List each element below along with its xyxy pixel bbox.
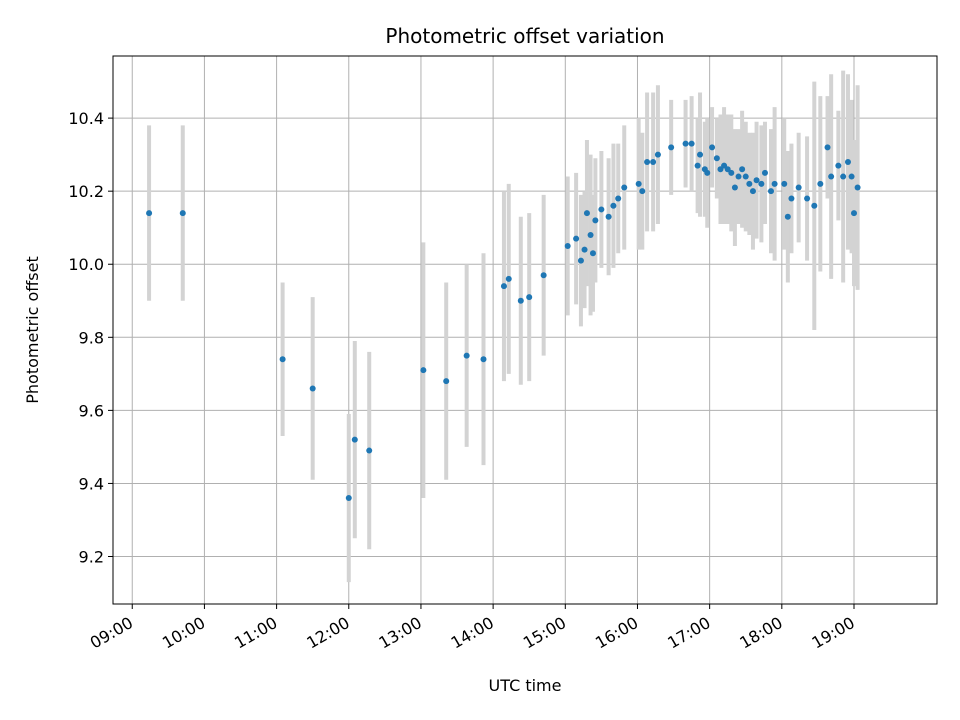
y-tick-label: 9.6 [79,401,104,420]
data-point [709,144,716,151]
data-point [746,180,753,187]
data-point [650,158,657,165]
chart-title: Photometric offset variation [385,24,664,48]
data-point [615,195,622,202]
data-point [788,195,795,202]
data-point [739,166,746,173]
data-point [767,188,774,195]
data-point [179,210,186,217]
data-point [728,169,735,176]
data-point [583,210,590,217]
data-point [517,297,524,304]
data-point [694,162,701,169]
x-axis-label: UTC time [489,676,562,695]
data-point [592,217,599,224]
data-point [753,177,760,184]
data-point [577,257,584,264]
data-point [505,275,512,282]
data-point [850,210,857,217]
plot-frame [112,55,938,605]
data-point [463,352,470,359]
data-point [781,180,788,187]
data-point [844,158,851,165]
data-point [854,184,861,191]
data-point [713,155,720,162]
data-point [835,162,842,169]
y-tick-label: 9.8 [79,328,104,347]
data-point [724,166,731,173]
data-point [840,173,847,180]
data-point [749,188,756,195]
data-point [824,144,831,151]
data-point [784,213,791,220]
data-point [731,184,738,191]
data-point [420,367,427,374]
y-tick-label: 10.4 [68,109,104,128]
data-point [735,173,742,180]
data-point [480,356,487,363]
data-point [279,356,286,363]
data-point [598,206,605,213]
data-point [345,495,352,502]
data-point [742,173,749,180]
data-point [682,140,689,147]
data-point [811,202,818,209]
data-points [146,140,861,502]
data-point [351,436,358,443]
y-tick-label: 10.2 [68,182,104,201]
data-point [761,169,768,176]
data-point [635,180,642,187]
data-point [795,184,802,191]
data-point [771,180,778,187]
data-point [848,173,855,180]
data-point [500,283,507,290]
data-point [717,166,724,173]
data-point [704,169,711,176]
y-tick-label: 9.2 [79,548,104,567]
data-point [828,173,835,180]
data-point [605,213,612,220]
data-point [526,294,533,301]
y-tick-label: 9.4 [79,474,104,493]
data-point [697,151,704,158]
data-point [443,378,450,385]
data-point [654,151,661,158]
data-point [639,188,646,195]
data-point [758,180,765,187]
data-point [610,202,617,209]
data-point [668,144,675,151]
data-point [366,447,373,454]
data-point [621,184,628,191]
data-point [589,250,596,257]
data-point [581,246,588,253]
data-point [564,242,571,249]
data-point [587,232,594,239]
data-point [817,180,824,187]
data-point [644,158,651,165]
data-point [688,140,695,147]
data-point [721,162,728,169]
data-point [573,235,580,242]
y-axis: 9.2 9.4 9.6 9.8 10.0 10.2 10.4 [68,109,113,567]
data-point [804,195,811,202]
y-axis-label: Photometric offset [23,256,42,404]
y-tick-label: 10.0 [68,255,104,274]
data-point [146,210,153,217]
data-point [309,385,316,392]
data-point [540,272,547,279]
